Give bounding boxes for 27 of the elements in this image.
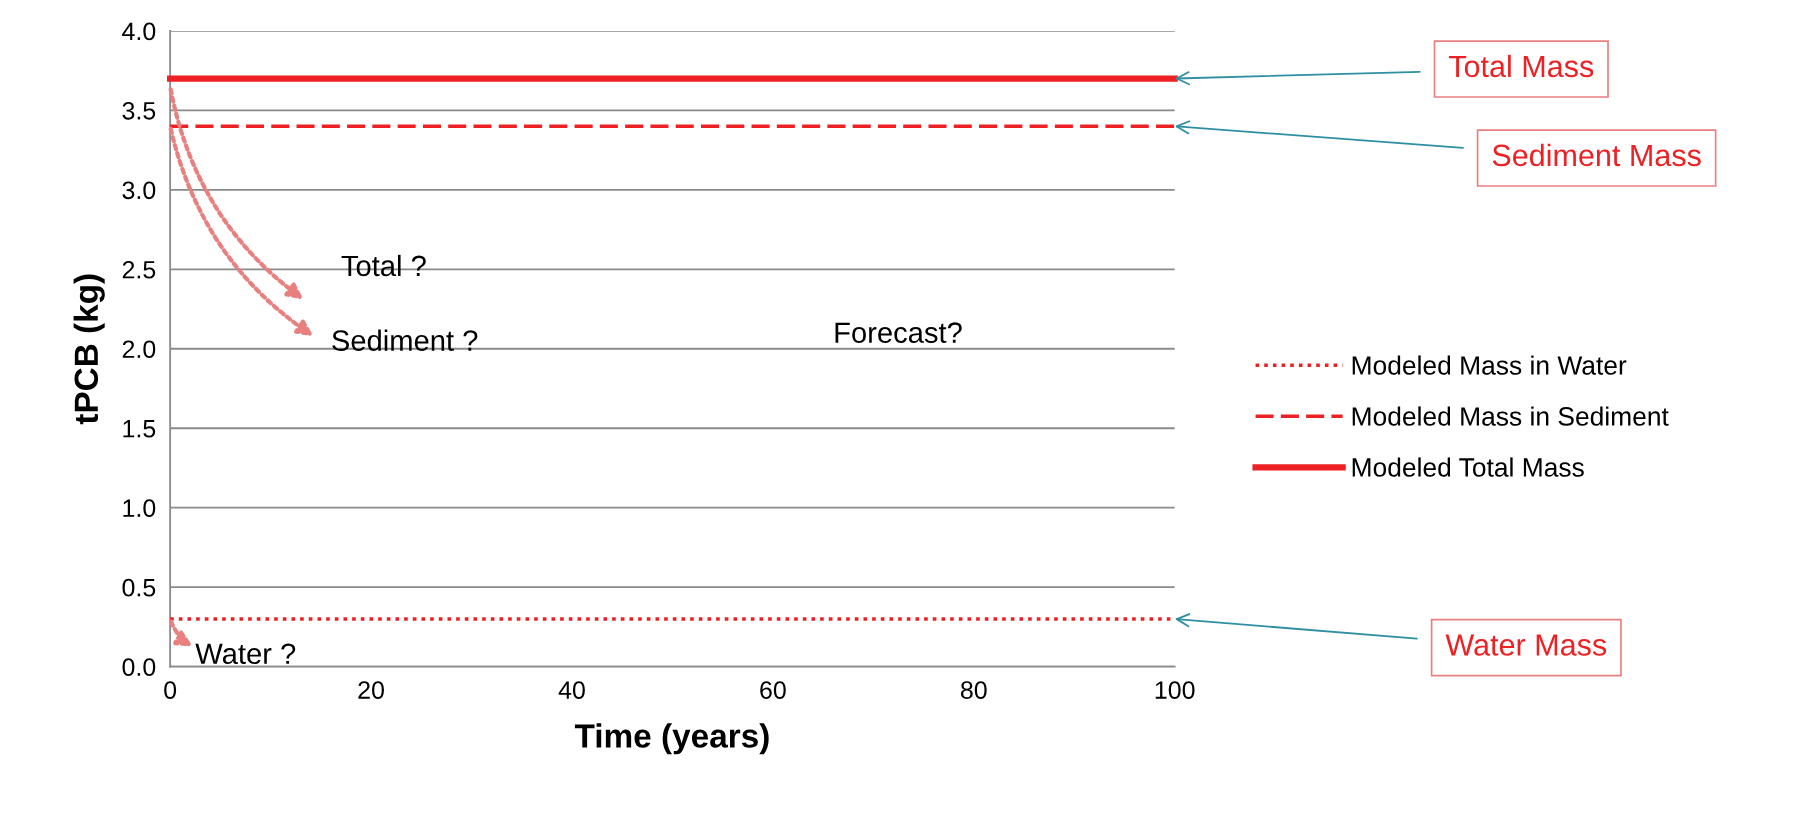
x-axis-title: Time (years) (574, 723, 769, 755)
y-tick-label: 3.0 (122, 181, 156, 200)
annotation: Total ? (341, 254, 426, 277)
y-tick-label: 0.5 (122, 578, 156, 597)
x-tick-label: 60 (760, 681, 786, 699)
x-tick-label: 100 (1155, 681, 1195, 699)
y-tick-label: 1.0 (123, 499, 156, 518)
y-axis-title: tPCB (kg) (73, 274, 105, 425)
annotation: Water ? (195, 643, 296, 665)
y-tick-label: 1.5 (123, 420, 156, 438)
y-tick-label: 4.0 (122, 22, 156, 41)
annotation: Sediment ? (332, 329, 478, 351)
x-tick-label: 20 (358, 681, 384, 699)
legend-label: Modeled Mass in Water (1352, 355, 1627, 375)
y-tick-label: 0.0 (122, 658, 156, 676)
text: Total Mass (1448, 54, 1594, 78)
annotation: Forecast? (835, 322, 962, 344)
x-tick-label: 0 (164, 681, 177, 699)
legend-label: Modeled Total Mass (1352, 457, 1584, 477)
y-tick-label: 3.5 (122, 101, 156, 120)
y-tick-label: 2.0 (122, 340, 156, 359)
text: Water Mass (1445, 634, 1607, 656)
legend-label: Modeled Mass in Sediment (1352, 406, 1669, 426)
x-tick-label: 40 (558, 681, 585, 699)
y-tick-label: 2.5 (122, 260, 156, 279)
x-tick-label: 80 (960, 681, 987, 699)
text: Sediment Mass (1492, 143, 1701, 167)
